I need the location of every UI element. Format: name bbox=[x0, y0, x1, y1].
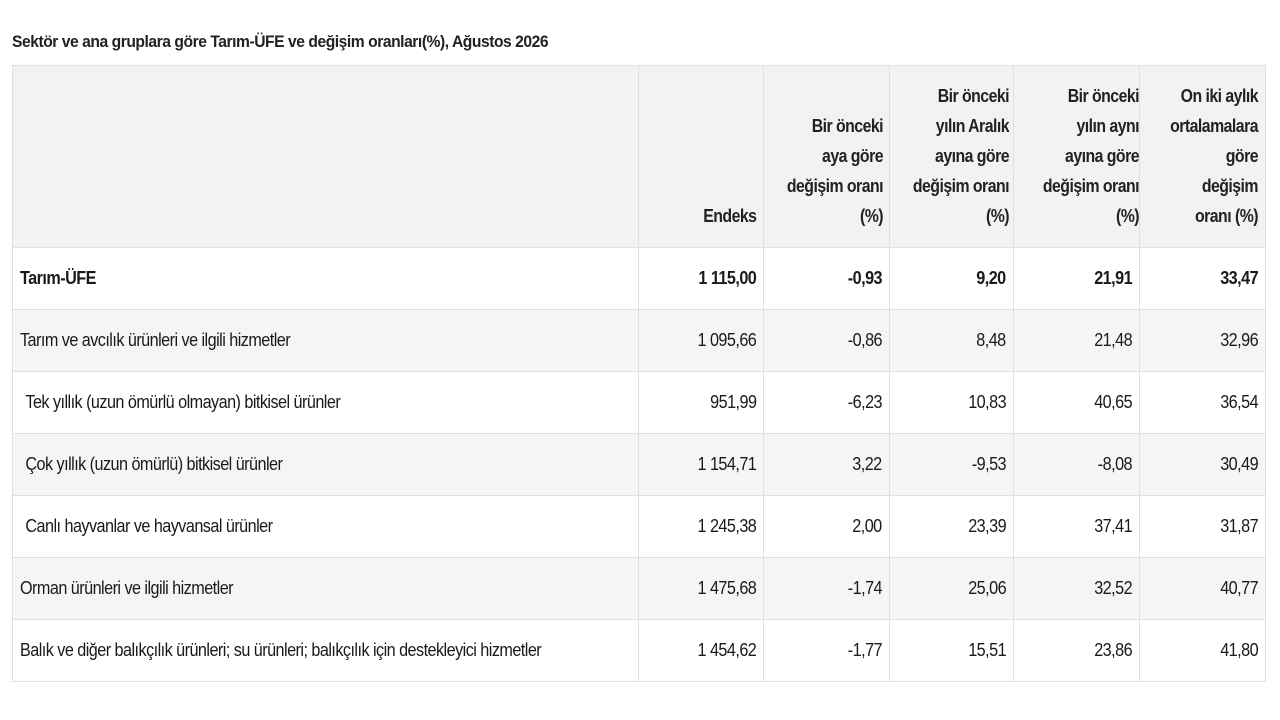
row-ytd-change: 23,39 bbox=[889, 495, 1014, 558]
row-index-value: 1 454,62 bbox=[638, 619, 764, 682]
row-annual-change: -8,08 bbox=[1013, 433, 1140, 496]
row-monthly-change: -0,86 bbox=[763, 309, 890, 372]
row-12m-avg-change: 31,87 bbox=[1139, 495, 1266, 558]
header-ytd-change: Bir önceki yılın Aralık ayına göre değiş… bbox=[889, 65, 1014, 248]
row-12m-avg-change: 41,80 bbox=[1139, 619, 1266, 682]
row-monthly-change: -1,77 bbox=[763, 619, 890, 682]
row-12m-avg-change: 30,49 bbox=[1139, 433, 1266, 496]
row-12m-avg-change: 36,54 bbox=[1139, 371, 1266, 434]
table-row: Tek yıllık (uzun ömürlü olmayan) bitkise… bbox=[12, 371, 1266, 434]
row-12m-avg-change: 40,77 bbox=[1139, 557, 1266, 620]
row-index-value: 1 245,38 bbox=[638, 495, 764, 558]
row-monthly-change: -1,74 bbox=[763, 557, 890, 620]
header-annual-change: Bir önceki yılın aynı ayına göre değişim… bbox=[1013, 65, 1140, 248]
row-monthly-change: -0,93 bbox=[763, 247, 890, 310]
table-caption: Sektör ve ana gruplara göre Tarım-ÜFE ve… bbox=[12, 32, 549, 51]
row-sector-name: Orman ürünleri ve ilgili hizmetler bbox=[12, 557, 639, 620]
table-row: Canlı hayvanlar ve hayvansal ürünler 1 24… bbox=[12, 495, 1266, 558]
table-row-total: Tarım-ÜFE 1 115,00 -0,93 9,20 21,91 33,47 bbox=[12, 247, 1266, 310]
row-ytd-change: 15,51 bbox=[889, 619, 1014, 682]
price-index-table: Endeks Bir önceki aya göre değişim oranı… bbox=[12, 65, 1266, 682]
row-sector-name: Balık ve diğer balıkçılık ürünleri; su ü… bbox=[12, 619, 639, 682]
header-index: Endeks bbox=[638, 65, 764, 248]
row-index-value: 1 475,68 bbox=[638, 557, 764, 620]
header-monthly-change: Bir önceki aya göre değişim oranı (%) bbox=[763, 65, 890, 248]
row-ytd-change: 25,06 bbox=[889, 557, 1014, 620]
row-12m-avg-change: 33,47 bbox=[1139, 247, 1266, 310]
row-ytd-change: 9,20 bbox=[889, 247, 1014, 310]
row-annual-change: 37,41 bbox=[1013, 495, 1140, 558]
row-sector-name: Tek yıllık (uzun ömürlü olmayan) bitkise… bbox=[12, 371, 639, 434]
row-index-value: 1 115,00 bbox=[638, 247, 764, 310]
row-annual-change: 21,91 bbox=[1013, 247, 1140, 310]
row-sector-name: Tarım-ÜFE bbox=[12, 247, 639, 310]
table-row: Tarım ve avcılık ürünleri ve ilgili hizm… bbox=[12, 309, 1266, 372]
header-sector bbox=[12, 65, 639, 248]
row-index-value: 1 095,66 bbox=[638, 309, 764, 372]
row-12m-avg-change: 32,96 bbox=[1139, 309, 1266, 372]
row-index-value: 951,99 bbox=[638, 371, 764, 434]
row-ytd-change: -9,53 bbox=[889, 433, 1014, 496]
row-index-value: 1 154,71 bbox=[638, 433, 764, 496]
table-header: Endeks Bir önceki aya göre değişim oranı… bbox=[12, 65, 1266, 248]
row-monthly-change: 2,00 bbox=[763, 495, 890, 558]
row-annual-change: 23,86 bbox=[1013, 619, 1140, 682]
row-sector-name: Tarım ve avcılık ürünleri ve ilgili hizm… bbox=[12, 309, 639, 372]
row-ytd-change: 8,48 bbox=[889, 309, 1014, 372]
row-ytd-change: 10,83 bbox=[889, 371, 1014, 434]
header-row: Endeks Bir önceki aya göre değişim oranı… bbox=[12, 65, 1266, 248]
table-row: Çok yıllık (uzun ömürlü) bitkisel ürünle… bbox=[12, 433, 1266, 496]
table-row: Orman ürünleri ve ilgili hizmetler 1 475,… bbox=[12, 557, 1266, 620]
row-monthly-change: 3,22 bbox=[763, 433, 890, 496]
row-sector-name: Canlı hayvanlar ve hayvansal ürünler bbox=[12, 495, 639, 558]
row-monthly-change: -6,23 bbox=[763, 371, 890, 434]
row-annual-change: 32,52 bbox=[1013, 557, 1140, 620]
table-body: Tarım-ÜFE 1 115,00 -0,93 9,20 21,91 33,47 Tarı… bbox=[12, 247, 1266, 682]
header-12m-avg-change: On iki aylık ortalamalara göre değişim o… bbox=[1139, 65, 1266, 248]
row-annual-change: 21,48 bbox=[1013, 309, 1140, 372]
table-row: Balık ve diğer balıkçılık ürünleri; su ü… bbox=[12, 619, 1266, 682]
row-sector-name: Çok yıllık (uzun ömürlü) bitkisel ürünle… bbox=[12, 433, 639, 496]
row-annual-change: 40,65 bbox=[1013, 371, 1140, 434]
